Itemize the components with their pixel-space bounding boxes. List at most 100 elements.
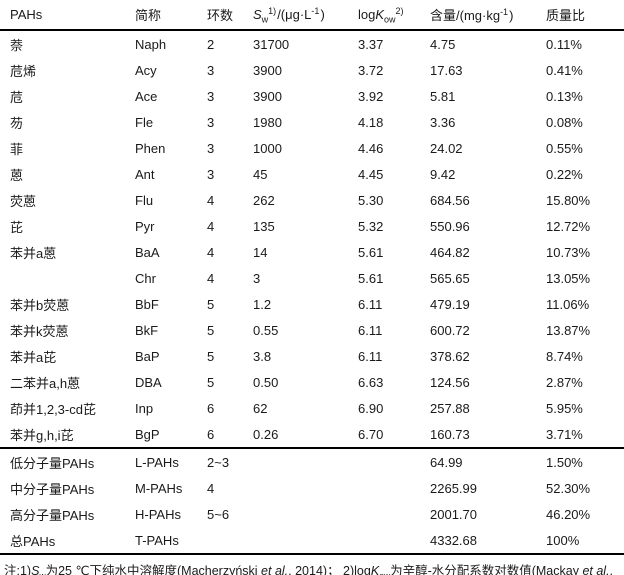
cell-rings: 3 (207, 62, 215, 78)
cell-mass-ratio: 11.06% (546, 296, 590, 312)
cell-pah-name (0, 265, 135, 291)
cell-pah-name: 高分子量PAHs (10, 507, 95, 523)
cell-logkow: 5.61 (358, 270, 384, 286)
cell-rings: 2 (207, 36, 215, 52)
cell-logkow: 6.11 (358, 322, 383, 338)
cell-logkow (358, 501, 430, 527)
cell-content: 124.56 (430, 374, 470, 390)
cell-pah-name: 低分子量PAHs (10, 455, 95, 471)
cell-abbr: Flu (135, 192, 154, 208)
pah-table: PAHs 简称 环数 Sw1)/(μg·L-1) logKow2) 含量/(mg… (0, 0, 624, 554)
cell-rings: 3 (207, 140, 215, 156)
cell-abbr: BkF (135, 322, 159, 338)
table-row: 茚并1,2,3-cd芘 Inp 6 62 6.90 257.88 5.95% (0, 395, 624, 421)
cell-logkow: 5.61 (358, 244, 384, 260)
cell-abbr: BaA (135, 244, 160, 260)
cell-pah-name: 萘 (10, 37, 24, 53)
cell-mass-ratio: 0.11% (546, 36, 582, 52)
cell-rings: 5~6 (207, 506, 230, 522)
table-row: Chr 4 3 5.61 565.65 13.05% (0, 265, 624, 291)
cell-logkow: 6.63 (358, 374, 384, 390)
cell-abbr: H-PAHs (135, 506, 181, 522)
table-row: 苊烯 Acy 3 3900 3.72 17.63 0.41% (0, 57, 624, 83)
cell-logkow (358, 448, 430, 475)
col-header-solubility: Sw1)/(μg·L-1) (253, 5, 325, 25)
cell-solubility: 3900 (253, 62, 282, 78)
cell-rings: 2~3 (207, 454, 230, 470)
cell-content: 64.99 (430, 454, 463, 470)
cell-logkow: 5.30 (358, 192, 384, 208)
cell-logkow: 6.11 (358, 348, 383, 364)
cell-solubility: 1.2 (253, 296, 272, 312)
col-header-abbr: 简称 (135, 8, 162, 23)
cell-pah-name: 苊 (10, 89, 24, 105)
cell-mass-ratio: 13.05% (546, 270, 591, 286)
cell-mass-ratio: 100% (546, 532, 580, 548)
cell-content: 24.02 (430, 140, 463, 156)
cell-mass-ratio: 0.41% (546, 62, 583, 78)
cell-logkow: 6.70 (358, 426, 384, 442)
cell-solubility: 3.8 (253, 348, 272, 364)
table-row: 苯并a蒽 BaA 4 14 5.61 464.82 10.73% (0, 239, 624, 265)
cell-rings: 5 (207, 296, 215, 312)
table-row: 萘 Naph 2 31700 3.37 4.75 0.11% (0, 30, 624, 57)
cell-mass-ratio: 3.71% (546, 426, 583, 442)
table-row: 苯并k荧蒽 BkF 5 0.55 6.11 600.72 13.87% (0, 317, 624, 343)
cell-rings: 6 (207, 426, 215, 442)
cell-solubility: 62 (253, 400, 268, 416)
cell-logkow: 4.45 (358, 166, 384, 182)
cell-mass-ratio: 5.95% (546, 400, 583, 416)
table-row: 苊 Ace 3 3900 3.92 5.81 0.13% (0, 83, 624, 109)
cell-content: 5.81 (430, 88, 456, 104)
cell-solubility: 135 (253, 218, 275, 234)
col-header-logkow: logKow2) (358, 5, 404, 25)
cell-solubility: 1980 (253, 114, 282, 130)
cell-content: 464.82 (430, 244, 470, 260)
cell-pah-name: 菲 (10, 141, 24, 157)
cell-content: 565.65 (430, 270, 470, 286)
cell-content: 479.19 (430, 296, 470, 312)
cell-solubility: 262 (253, 192, 275, 208)
cell-abbr: L-PAHs (135, 454, 179, 470)
cell-content: 4.75 (430, 36, 456, 52)
cell-abbr: DBA (135, 374, 162, 390)
cell-content: 600.72 (430, 322, 470, 338)
col-header-content: 含量/(mg·kg-1) (430, 6, 514, 23)
cell-solubility (253, 501, 358, 527)
cell-abbr: BaP (135, 348, 160, 364)
cell-rings: 4 (207, 480, 215, 496)
cell-logkow: 3.37 (358, 36, 384, 52)
cell-content: 550.96 (430, 218, 470, 234)
cell-pah-name: 二苯并a,h蒽 (10, 375, 81, 391)
cell-rings (207, 527, 253, 554)
cell-rings: 4 (207, 192, 215, 208)
cell-content: 378.62 (430, 348, 470, 364)
cell-mass-ratio: 0.22% (546, 166, 583, 182)
cell-mass-ratio: 0.08% (546, 114, 583, 130)
cell-solubility (253, 448, 358, 475)
table-row: 苯并g,h,i芘 BgP 6 0.26 6.70 160.73 3.71% (0, 421, 624, 448)
cell-solubility: 14 (253, 244, 268, 260)
cell-logkow: 4.46 (358, 140, 384, 156)
cell-pah-name: 苯并k荧蒽 (10, 323, 69, 339)
table-row: 蒽 Ant 3 45 4.45 9.42 0.22% (0, 161, 624, 187)
cell-mass-ratio: 2.87% (546, 374, 583, 390)
cell-pah-name: 苯并g,h,i芘 (10, 427, 74, 443)
table-row: 中分子量PAHs M-PAHs 4 2265.99 52.30% (0, 475, 624, 501)
cell-abbr: Naph (135, 36, 167, 52)
cell-logkow (358, 475, 430, 501)
cell-mass-ratio: 0.55% (546, 140, 583, 156)
table-header-row: PAHs 简称 环数 Sw1)/(μg·L-1) logKow2) 含量/(mg… (0, 0, 624, 30)
individual-rows: 萘 Naph 2 31700 3.37 4.75 0.11% 苊烯 Acy 3 … (0, 30, 624, 448)
cell-mass-ratio: 8.74% (546, 348, 583, 364)
cell-abbr: Pyr (135, 218, 155, 234)
cell-abbr: T-PAHs (135, 532, 179, 548)
cell-solubility: 3900 (253, 88, 282, 104)
cell-content: 17.63 (430, 62, 463, 78)
cell-content: 2001.70 (430, 506, 477, 522)
table-row: 低分子量PAHs L-PAHs 2~3 64.99 1.50% (0, 448, 624, 475)
col-header-pahs: PAHs (10, 7, 43, 22)
cell-logkow: 3.92 (358, 88, 384, 104)
cell-content: 9.42 (430, 166, 456, 182)
